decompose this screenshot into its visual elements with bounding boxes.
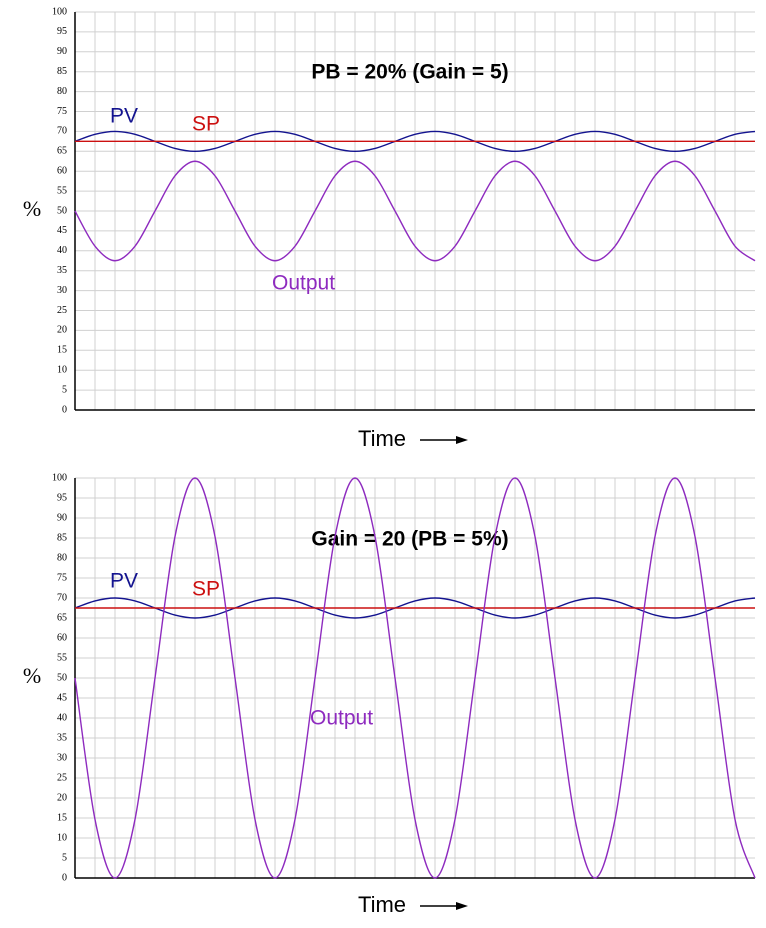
y-tick-label: 80 xyxy=(57,86,67,97)
y-tick-label: 35 xyxy=(57,265,67,276)
x-axis-label: Time xyxy=(358,426,406,451)
series-line xyxy=(74,597,756,619)
series-label: SP xyxy=(192,113,220,136)
y-tick-label: 40 xyxy=(57,245,67,256)
y-tick-label: 70 xyxy=(57,592,67,603)
y-tick-label: 50 xyxy=(57,205,67,216)
y-tick-label: 50 xyxy=(57,672,67,683)
y-axis-label: % xyxy=(23,196,41,221)
y-tick-label: 90 xyxy=(57,512,67,523)
y-tick-label: 100 xyxy=(52,472,67,483)
y-tick-label: 80 xyxy=(57,552,67,563)
series-line xyxy=(74,130,756,153)
y-tick-label: 95 xyxy=(57,26,67,37)
y-tick-label: 85 xyxy=(57,66,67,77)
y-tick-label: 30 xyxy=(57,285,67,296)
y-tick-label: 55 xyxy=(57,652,67,663)
y-tick-label: 25 xyxy=(57,772,67,783)
series-label: PV xyxy=(110,570,138,593)
y-tick-label: 65 xyxy=(57,612,67,623)
y-tick-label: 30 xyxy=(57,752,67,763)
series-label: PV xyxy=(110,105,138,128)
y-tick-label: 90 xyxy=(57,46,67,57)
y-tick-label: 55 xyxy=(57,185,67,196)
y-tick-label: 10 xyxy=(57,832,67,843)
y-tick-label: 15 xyxy=(57,812,67,823)
y-tick-label: 25 xyxy=(57,305,67,316)
y-tick-label: 0 xyxy=(62,872,67,883)
y-tick-label: 60 xyxy=(57,165,67,176)
y-tick-label: 20 xyxy=(57,792,67,803)
y-tick-label: 40 xyxy=(57,712,67,723)
series-label: Output xyxy=(272,272,335,295)
chart-title: Gain = 20 (PB = 5%) xyxy=(311,528,508,551)
x-axis-label: Time xyxy=(358,892,406,917)
arrow-head xyxy=(456,436,468,444)
y-tick-label: 75 xyxy=(57,106,67,117)
y-tick-label: 65 xyxy=(57,146,67,157)
chart-title: PB = 20% (Gain = 5) xyxy=(311,61,508,84)
y-tick-label: 75 xyxy=(57,572,67,583)
y-tick-label: 95 xyxy=(57,492,67,503)
arrow-head xyxy=(456,902,468,910)
y-tick-label: 70 xyxy=(57,126,67,137)
y-tick-label: 100 xyxy=(52,6,67,17)
y-tick-label: 45 xyxy=(57,692,67,703)
y-tick-label: 15 xyxy=(57,345,67,356)
y-tick-label: 45 xyxy=(57,225,67,236)
y-tick-label: 5 xyxy=(62,384,67,395)
y-tick-label: 5 xyxy=(62,852,67,863)
y-tick-label: 35 xyxy=(57,732,67,743)
y-tick-label: 10 xyxy=(57,364,67,375)
series-line xyxy=(74,477,756,879)
series-line xyxy=(74,160,756,262)
series-label: Output xyxy=(310,707,373,730)
y-tick-label: 20 xyxy=(57,325,67,336)
y-tick-label: 0 xyxy=(62,404,67,415)
y-axis-label: % xyxy=(23,663,41,688)
series-label: SP xyxy=(192,578,220,601)
y-tick-label: 85 xyxy=(57,532,67,543)
y-tick-label: 60 xyxy=(57,632,67,643)
